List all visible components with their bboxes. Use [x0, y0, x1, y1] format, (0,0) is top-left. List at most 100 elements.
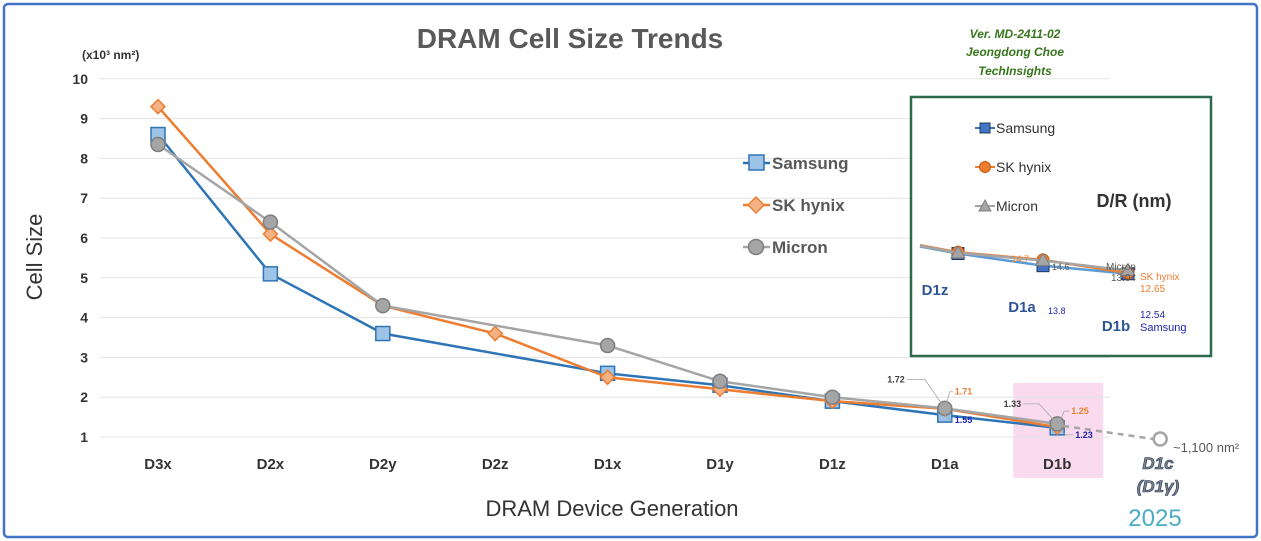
point-sk-hynix-d3x — [149, 98, 167, 115]
x-tick-label-d2y: D2y — [369, 456, 397, 473]
y-axis-label: Cell Size — [22, 214, 47, 301]
author-text: Jeongdong Choe — [966, 45, 1064, 59]
data-label-leader — [1056, 427, 1074, 436]
x-tick-label-d1z: D1z — [819, 456, 846, 473]
data-label-micron-d1b: 1.33 — [1004, 399, 1022, 409]
version-text: Ver. MD-2411-02 — [970, 27, 1061, 41]
data-label-leader — [1056, 410, 1070, 428]
inset-data-label-samsung-d1b-7: 12.54 — [1140, 310, 1165, 321]
x-tick-label-d3x: D3x — [144, 456, 172, 473]
projection-value-label: ~1,100 nm² — [1173, 440, 1240, 455]
inset-data-label-sk-hynix-d1b-5: SK hynix — [1140, 272, 1179, 283]
legend-item-samsung: Samsung — [743, 154, 849, 173]
inset-data-label-micron-d1a-1: 14.6 — [1052, 262, 1070, 272]
y-tick-label-5: 5 — [80, 270, 88, 286]
inset-frame — [909, 95, 1213, 358]
x-tick-label-d1b: D1b — [1043, 456, 1071, 473]
data-label-leader — [944, 414, 953, 421]
legend-label-micron: Micron — [772, 238, 828, 257]
point-sk-hynix-d2z — [487, 325, 504, 342]
inset-series-micron — [919, 244, 1136, 277]
legend-marker-sk-hynix — [746, 195, 766, 215]
series-layer — [149, 98, 1066, 436]
inset-chart: Samsung SK hynix Micron D/R (nm) D1zD1aD… — [909, 95, 1213, 358]
data-label-leader — [906, 378, 946, 409]
point-sk-hynix-d1x — [599, 369, 616, 386]
x-tick-label-d2x: D2x — [257, 456, 285, 473]
y-axis-unit: (x10³ nm²) — [82, 48, 139, 62]
legend-label-sk-hynix: SK hynix — [772, 196, 845, 215]
chart-title: DRAM Cell Size Trends — [417, 23, 724, 54]
inset-data-label-samsung-d1b-8: Samsung — [1140, 322, 1186, 334]
point-samsung-d2x — [262, 266, 279, 282]
legend-item-micron: Micron — [743, 238, 828, 257]
x-axis-label: DRAM Device Generation — [485, 496, 738, 521]
inset-legend-label-samsung: Samsung — [996, 120, 1055, 136]
y-tick-label-1: 1 — [80, 429, 88, 445]
y-tick-label-3: 3 — [80, 349, 88, 365]
inset-x-axis-labels: D1z D1a D1b — [922, 282, 1131, 335]
y-tick-label-2: 2 — [80, 389, 88, 405]
y-tick-label-10: 10 — [72, 71, 88, 87]
projection-category-label: D1c — [1142, 454, 1174, 473]
inset-data-label-micron-d1b-4: 13.04 — [1111, 273, 1136, 284]
x-axis-ticks: D3x D2x D2y D2z D1x D1y D1z D1a D1b — [144, 456, 1071, 473]
y-tick-label-6: 6 — [80, 230, 88, 246]
y-tick-label-4: 4 — [80, 310, 88, 326]
inset-point-micron-d1z — [950, 244, 966, 259]
data-labels-layer: 1.72 1.71 1.55 1.33 1.25 1.23 — [887, 374, 1092, 440]
data-label-leader — [1023, 403, 1058, 425]
inset-legend-marker-sk-hynix — [979, 161, 991, 173]
series-line-samsung — [157, 133, 1058, 430]
x-tick-label-d1a: D1a — [931, 456, 959, 473]
inset-x-label-d1a: D1a — [1008, 299, 1036, 316]
projection-line — [1063, 424, 1154, 441]
x-tick-label-d1y: D1y — [706, 456, 734, 473]
data-label-sk-hynix-d1a: 1.71 — [955, 387, 973, 397]
inset-data-label-samsung-d1a-2: 13.8 — [1048, 306, 1066, 316]
point-micron-d1z — [824, 389, 841, 405]
point-micron-d2x — [262, 214, 279, 230]
inset-series-layer — [919, 244, 1136, 281]
inset-x-label-d1b: D1b — [1102, 318, 1130, 335]
inset-data-label-sk-hynix-d1a-0: 14.7 — [1011, 254, 1029, 264]
point-micron-d3x — [150, 136, 166, 153]
inset-point-micron-d1a — [1035, 252, 1051, 267]
inset-legend-marker-micron — [978, 198, 992, 212]
y-axis-ticks: 1 2 3 4 5 6 7 8 9 10 — [72, 71, 88, 445]
point-micron-d1y — [712, 373, 728, 390]
inset-legend-marker-samsung — [979, 122, 991, 134]
inset-line-micron — [919, 244, 1129, 272]
point-micron-d1x — [599, 337, 616, 354]
series-line-micron — [157, 143, 1058, 426]
inset-data-label-sk-hynix-d1b-6: 12.65 — [1140, 284, 1165, 295]
inset-legend-label-micron: Micron — [996, 198, 1038, 214]
x-tick-label-d1x: D1x — [594, 456, 622, 473]
point-samsung-d2y — [375, 325, 391, 342]
data-label-samsung-d1b: 1.23 — [1075, 430, 1093, 440]
projection-category-sublabel: (D1γ) — [1137, 477, 1180, 496]
legend: Samsung SK hynix Micron — [743, 154, 849, 257]
inset-legend: Samsung SK hynix Micron — [975, 120, 1055, 214]
projection-year: 2025 — [1128, 505, 1181, 532]
legend-item-sk-hynix: SK hynix — [743, 195, 845, 215]
org-text: TechInsights — [978, 64, 1052, 78]
data-label-sk-hynix-d1b: 1.25 — [1071, 406, 1089, 416]
legend-marker-micron — [747, 238, 765, 256]
inset-data-label-micron-d1b-3: Micron — [1106, 262, 1136, 273]
data-label-samsung-d1a: 1.55 — [955, 415, 973, 425]
point-micron-d2y — [375, 297, 391, 314]
legend-label-samsung: Samsung — [772, 154, 849, 173]
data-label-micron-d1a: 1.72 — [887, 374, 905, 384]
y-tick-label-9: 9 — [80, 111, 88, 127]
inset-point-micron-d1b — [1120, 262, 1136, 277]
point-sk-hynix-d2x — [262, 225, 279, 243]
legend-marker-samsung — [748, 154, 765, 171]
inset-title: D/R (nm) — [1097, 191, 1172, 211]
inset-x-label-d1z: D1z — [922, 282, 949, 299]
data-label-leader — [944, 391, 953, 409]
projection-marker — [1152, 431, 1168, 447]
